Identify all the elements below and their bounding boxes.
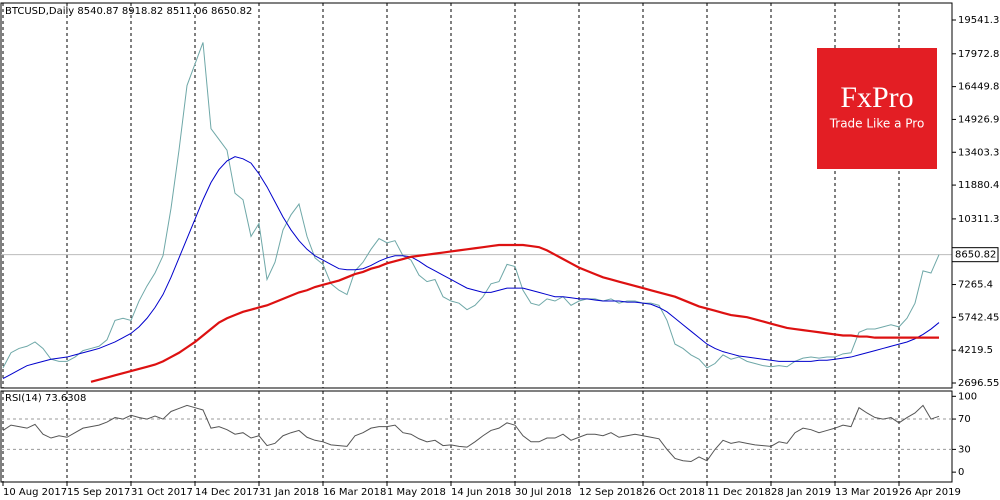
y-tick-label: 14926.9 — [958, 114, 999, 125]
x-tick-label: 12 Sep 2018 — [579, 487, 642, 498]
x-tick-label: 15 Sep 2017 — [67, 487, 130, 498]
chart-title: BTCUSD,Daily 8540.87 8918.82 8511.06 865… — [5, 6, 252, 17]
y-tick-label: 13403.35 — [958, 147, 1000, 158]
y-tick-label: 0 — [958, 467, 964, 478]
x-tick-label: 28 Jan 2019 — [771, 487, 831, 498]
x-tick-label: 14 Dec 2017 — [195, 487, 259, 498]
series-line — [2, 404, 940, 463]
y-tick-label: 10311.3 — [958, 214, 999, 225]
series-line — [2, 42, 940, 369]
last-price-box — [951, 247, 999, 263]
series-line — [2, 156, 940, 380]
x-tick-label: 13 Mar 2019 — [835, 487, 898, 498]
logo-tagline: Trade Like a Pro — [829, 117, 925, 131]
logo-box — [817, 48, 937, 169]
y-tick-label: 70 — [958, 414, 971, 425]
y-tick-label: 19541.3 — [958, 15, 999, 26]
y-tick-label: 11880.4 — [958, 180, 999, 191]
last-price-label: 8650.82 — [955, 250, 996, 261]
x-tick-label: 26 Apr 2019 — [899, 487, 961, 498]
x-tick-label: 16 Mar 2018 — [323, 487, 386, 498]
rsi-title: RSI(14) 73.6308 — [5, 393, 86, 404]
x-tick-label: 31 Jan 2018 — [259, 487, 319, 498]
x-tick-label: 1 May 2018 — [387, 487, 446, 498]
series-line — [90, 243, 939, 383]
y-tick-label: 4219.5 — [958, 345, 993, 356]
y-tick-label: 16449.85 — [958, 82, 1000, 93]
y-tick-label: 30 — [958, 444, 971, 455]
y-tick-label: 2696.55 — [958, 378, 999, 389]
y-tick-label: 5742.45 — [958, 312, 999, 323]
y-tick-label: 100 — [958, 391, 977, 402]
x-tick-label: 30 Jul 2018 — [515, 487, 572, 498]
x-tick-label: 26 Oct 2018 — [643, 487, 705, 498]
logo-name: FxPro — [840, 81, 913, 114]
price-panel — [0, 2, 953, 389]
rsi-panel — [0, 390, 953, 483]
x-tick-label: 31 Oct 2017 — [131, 487, 193, 498]
x-tick-label: 10 Aug 2017 — [3, 487, 67, 498]
x-tick-label: 14 Jun 2018 — [451, 487, 511, 498]
y-tick-label: 7265.4 — [958, 280, 993, 291]
x-tick-label: 11 Dec 2018 — [707, 487, 771, 498]
y-tick-label: 17972.8 — [958, 49, 999, 60]
